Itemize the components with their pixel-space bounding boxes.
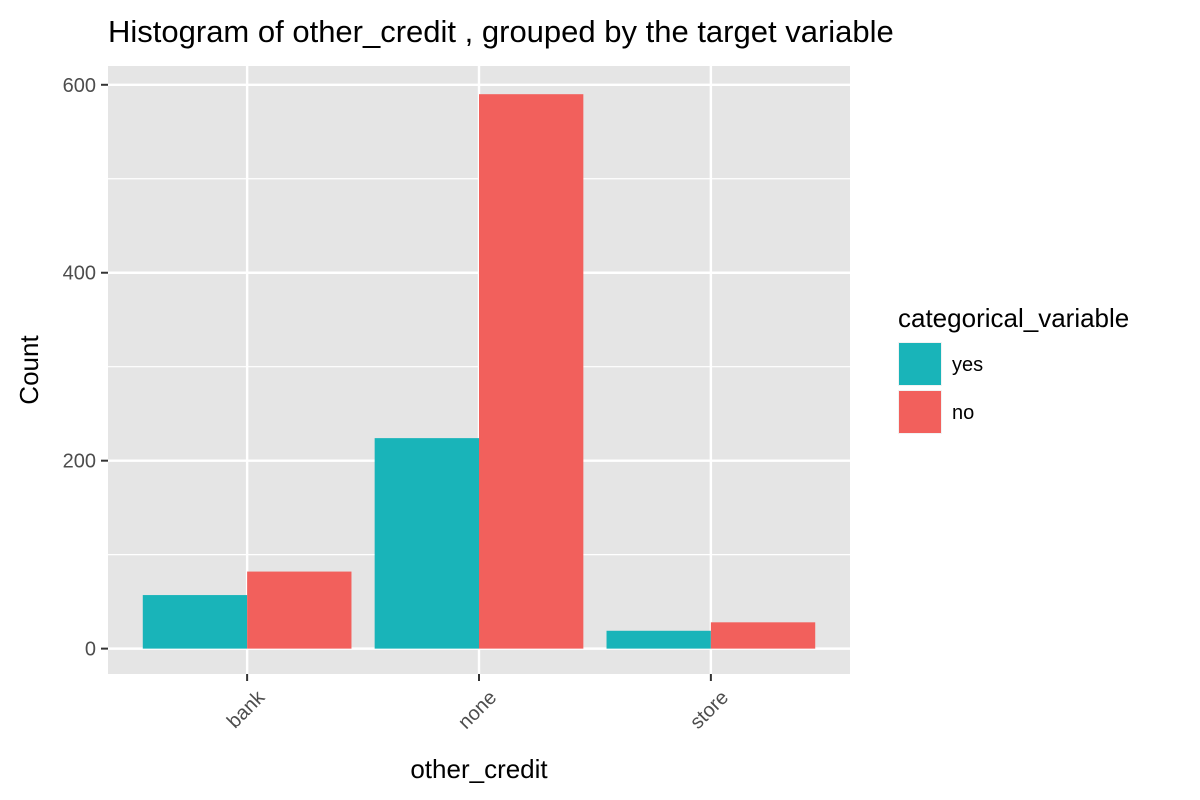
legend-title: categorical_variable	[898, 303, 1129, 333]
bar-bank-no	[247, 571, 352, 649]
bar-store-yes	[606, 630, 711, 649]
y-tick-label: 200	[63, 451, 96, 473]
y-axis: 0 200 400 600	[63, 75, 108, 661]
y-tick-label: 600	[63, 75, 96, 97]
y-axis-title: Count	[14, 335, 44, 405]
bar-none-yes	[374, 438, 479, 649]
legend-items: yes no	[898, 342, 983, 434]
chart-title: Histogram of other_credit , grouped by t…	[108, 14, 894, 49]
legend-label-yes: yes	[952, 354, 983, 376]
y-tick-label: 400	[63, 263, 96, 285]
legend-swatch-yes	[899, 343, 941, 385]
legend: categorical_variable yes no	[898, 303, 1129, 434]
x-axis: bank none store	[223, 674, 733, 734]
x-tick-label-none: none	[454, 687, 501, 734]
bars	[142, 94, 816, 649]
x-axis-title: other_credit	[410, 754, 548, 784]
legend-label-no: no	[952, 402, 974, 424]
x-tick-label-store: store	[686, 687, 733, 734]
bar-none-no	[479, 94, 584, 649]
legend-swatch-no	[899, 391, 941, 433]
y-tick-label: 0	[85, 639, 96, 661]
bar-bank-yes	[142, 595, 248, 649]
bar-store-no	[710, 622, 816, 649]
x-tick-label-bank: bank	[223, 686, 270, 733]
